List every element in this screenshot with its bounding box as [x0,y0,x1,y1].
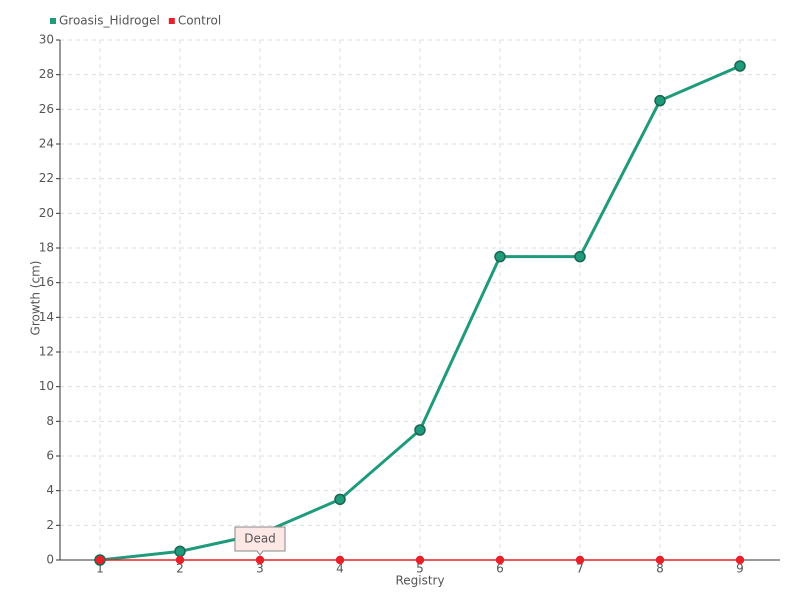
x-tick-label: 8 [656,562,664,576]
x-tick-label: 6 [496,562,504,576]
x-tick-label: 3 [256,562,264,576]
x-tick-label: 5 [416,562,424,576]
y-tick-label: 12 [39,345,54,359]
annotation-text: Dead [244,532,276,546]
y-tick-label: 30 [39,33,54,47]
y-tick-label: 24 [39,137,54,151]
point [255,555,265,565]
y-tick-label: 14 [39,310,54,324]
point [654,94,666,107]
point [494,250,506,263]
legend-swatch [50,18,56,24]
y-tick-label: 28 [39,67,54,81]
x-tick-label: 4 [336,562,344,576]
point [574,250,586,263]
annotation: Dead [234,526,286,556]
y-tick-label: 10 [39,379,54,393]
y-axis-label: Growth (cm) [29,261,43,336]
legend-swatch [168,18,175,24]
legend-label: Control [178,14,221,28]
y-tick-label: 6 [46,449,54,463]
x-tick-label: 2 [176,562,184,576]
y-tick-label: 22 [39,171,54,185]
legend-label: Groasis_Hidrogel [59,14,160,28]
point [334,493,346,506]
y-tick-label: 20 [39,206,54,220]
point [175,555,185,565]
x-tick-label: 1 [96,562,104,576]
point [495,555,505,565]
point [335,555,345,565]
y-tick-label: 4 [46,483,54,497]
y-tick-label: 8 [46,414,54,428]
x-tick-label: 9 [736,562,744,576]
point [95,555,105,565]
point [735,555,745,565]
x-tick-label: 7 [576,562,584,576]
point [414,424,426,436]
point [174,545,186,558]
point [575,555,585,565]
y-tick-label: 0 [46,553,54,567]
point [734,60,746,72]
y-tick-label: 26 [39,102,54,116]
point [655,555,665,565]
point [415,555,425,565]
y-tick-label: 2 [46,518,54,532]
x-axis-label: Registry [395,574,444,588]
y-tick-label: 18 [39,241,54,255]
y-tick-label: 16 [39,275,54,289]
annotation-box [234,526,286,556]
